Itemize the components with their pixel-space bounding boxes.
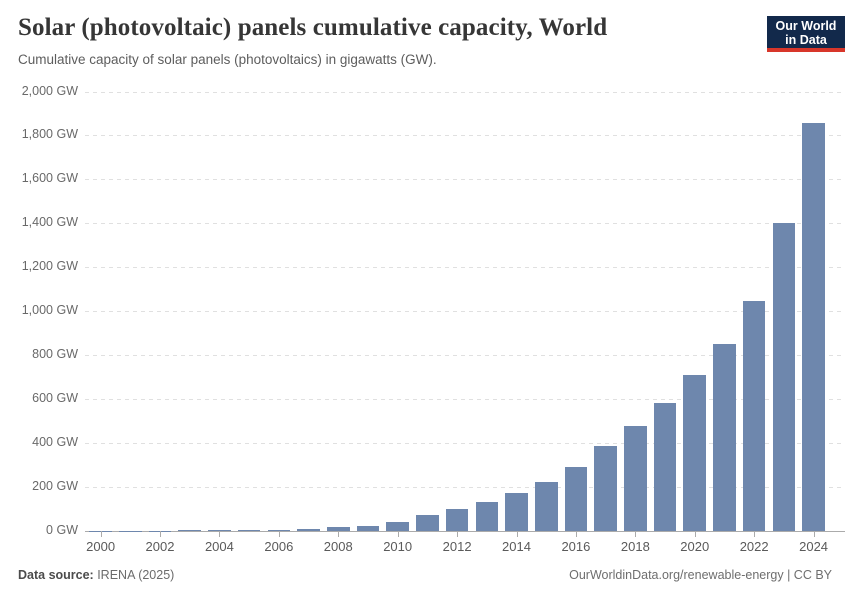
x-tick-label-2004: 2004 [204, 539, 234, 554]
gridline-1200 [85, 267, 845, 269]
data-source-label: Data source: [18, 568, 94, 582]
bar-2012[interactable] [445, 508, 469, 531]
x-tick-2012 [457, 531, 459, 537]
bar-2003[interactable] [178, 530, 202, 531]
gridline-1000 [85, 311, 845, 313]
x-tick-2004 [219, 531, 221, 537]
y-tick-label-1000: 1,000 GW [21, 303, 78, 318]
gridline-600 [85, 399, 845, 401]
x-tick-2010 [397, 531, 399, 537]
x-tick-label-2000: 2000 [86, 539, 116, 554]
x-tick-2016 [575, 531, 577, 537]
owid-logo[interactable]: Our World in Data [767, 16, 845, 52]
x-tick-2008 [338, 531, 340, 537]
x-tick-label-2022: 2022 [739, 539, 769, 554]
bar-2023[interactable] [772, 223, 796, 531]
page-title: Solar (photovoltaic) panels cumulative c… [18, 14, 608, 41]
x-tick-label-2012: 2012 [442, 539, 472, 554]
gridline-1600 [85, 179, 845, 181]
x-tick-label-2016: 2016 [561, 539, 591, 554]
x-tick-label-2008: 2008 [323, 539, 353, 554]
gridline-200 [85, 487, 845, 489]
x-axis-line [85, 531, 845, 532]
bar-2005[interactable] [237, 529, 261, 531]
gridline-1400 [85, 223, 845, 225]
footer-credit: OurWorldinData.org/renewable-energy | CC… [569, 568, 832, 582]
x-tick-2018 [635, 531, 637, 537]
x-tick-2000 [100, 531, 102, 537]
bar-2008[interactable] [326, 527, 350, 531]
chart-subtitle: Cumulative capacity of solar panels (pho… [18, 52, 437, 67]
x-tick-2014 [516, 531, 518, 537]
y-tick-label-1800: 1,800 GW [21, 127, 78, 142]
bar-2004[interactable] [208, 530, 231, 531]
x-tick-label-2006: 2006 [264, 539, 294, 554]
x-tick-2002 [160, 531, 162, 537]
bar-2007[interactable] [297, 528, 320, 531]
y-tick-label-0: 0 GW [46, 523, 78, 537]
bar-2011[interactable] [416, 514, 439, 531]
bar-2006[interactable] [267, 529, 291, 531]
y-tick-label-2000: 2,000 GW [21, 83, 78, 98]
x-tick-label-2014: 2014 [502, 539, 531, 554]
bar-2017[interactable] [594, 446, 617, 531]
y-tick-label-600: 600 GW [32, 391, 78, 406]
owid-url-link[interactable]: OurWorldinData.org/renewable-energy [569, 568, 784, 582]
data-source: Data source: IRENA (2025) [18, 568, 174, 582]
x-tick-2024 [813, 531, 815, 537]
bar-2018[interactable] [624, 426, 647, 531]
bar-2013[interactable] [475, 501, 499, 531]
bar-2014[interactable] [505, 493, 528, 531]
y-tick-label-400: 400 GW [32, 435, 78, 450]
y-tick-label-1200: 1,200 GW [21, 259, 78, 274]
data-source-value: IRENA (2025) [93, 568, 175, 582]
logo-line-2: in Data [785, 33, 827, 47]
footer-separator: | [783, 568, 794, 582]
x-tick-2022 [754, 531, 756, 537]
gridline-800 [85, 355, 845, 357]
x-tick-label-2024: 2024 [799, 539, 829, 554]
y-tick-label-1600: 1,600 GW [21, 171, 78, 186]
bar-2024[interactable] [802, 123, 825, 531]
gridline-1800 [85, 135, 845, 137]
bar-2015[interactable] [534, 482, 558, 531]
bar-2019[interactable] [653, 403, 677, 531]
gridline-400 [85, 443, 845, 445]
y-tick-label-800: 800 GW [32, 347, 78, 362]
bar-2020[interactable] [683, 374, 707, 531]
x-tick-2020 [694, 531, 696, 537]
bar-2022[interactable] [742, 301, 766, 531]
y-tick-label-1400: 1,400 GW [21, 215, 78, 230]
x-tick-label-2010: 2010 [383, 539, 413, 554]
bar-2009[interactable] [356, 525, 380, 531]
bar-2016[interactable] [564, 467, 588, 531]
x-tick-label-2002: 2002 [145, 539, 175, 554]
x-tick-2006 [278, 531, 280, 537]
x-tick-label-2018: 2018 [620, 539, 650, 554]
bar-2010[interactable] [386, 521, 409, 531]
license-label: CC BY [793, 568, 832, 582]
x-tick-label-2020: 2020 [680, 539, 710, 554]
gridline-2000 [85, 91, 845, 93]
bar-2021[interactable] [713, 343, 736, 531]
logo-line-1: Our World [775, 19, 837, 33]
y-tick-label-200: 200 GW [32, 479, 78, 494]
